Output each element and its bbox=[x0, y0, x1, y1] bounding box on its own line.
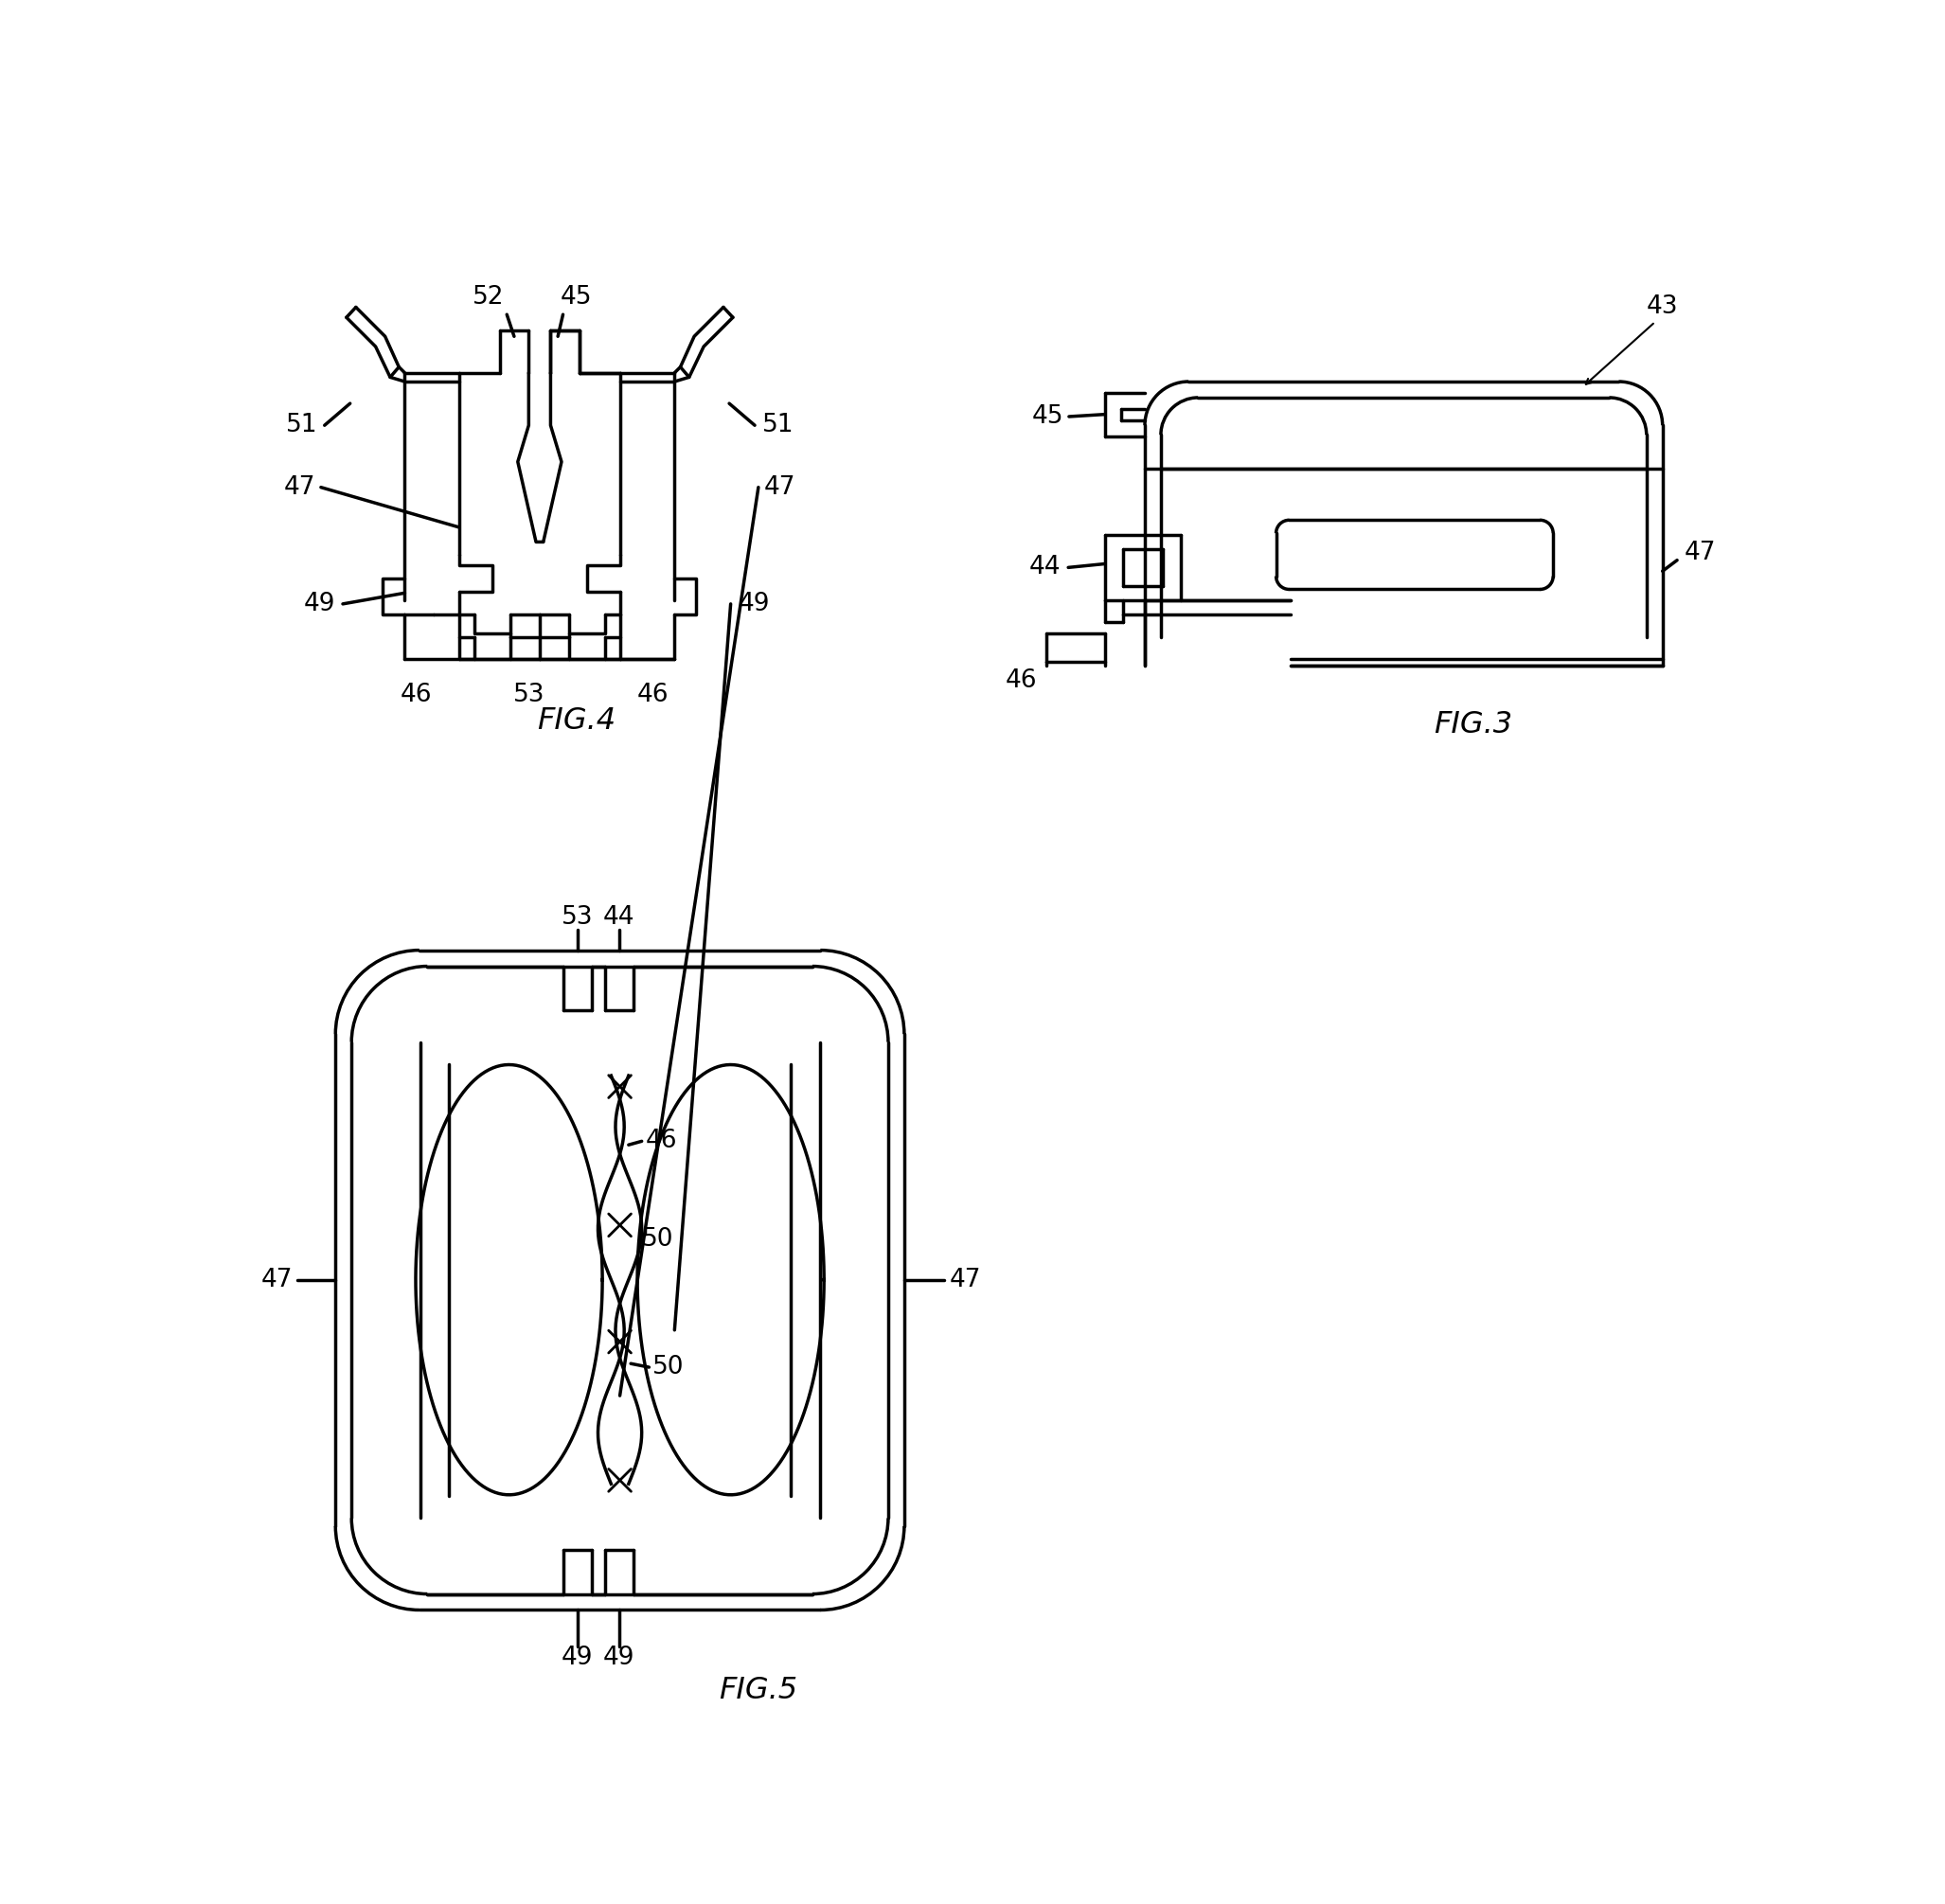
Text: 50: 50 bbox=[654, 1356, 685, 1380]
Text: 52: 52 bbox=[473, 286, 504, 310]
Text: 44: 44 bbox=[1029, 556, 1060, 581]
Text: 53: 53 bbox=[513, 684, 545, 708]
Text: FIG.3: FIG.3 bbox=[1433, 710, 1513, 739]
Text: 49: 49 bbox=[737, 592, 770, 617]
Text: 46: 46 bbox=[401, 684, 432, 708]
Text: 50: 50 bbox=[642, 1228, 673, 1253]
Text: 49: 49 bbox=[303, 592, 335, 617]
Text: 43: 43 bbox=[1647, 295, 1679, 320]
Text: 46: 46 bbox=[636, 684, 669, 708]
Text: 47: 47 bbox=[261, 1268, 294, 1293]
Text: FIG.5: FIG.5 bbox=[720, 1676, 797, 1704]
Text: 47: 47 bbox=[764, 474, 796, 499]
Text: FIG.4: FIG.4 bbox=[537, 706, 615, 735]
Text: 46: 46 bbox=[1006, 668, 1037, 693]
Text: 44: 44 bbox=[603, 904, 634, 929]
Text: 47: 47 bbox=[284, 474, 315, 499]
Text: 51: 51 bbox=[762, 413, 794, 438]
Text: 49: 49 bbox=[562, 1645, 593, 1670]
Text: 47: 47 bbox=[949, 1268, 980, 1293]
Text: 46: 46 bbox=[646, 1129, 677, 1154]
Text: 45: 45 bbox=[1031, 404, 1064, 428]
Text: 47: 47 bbox=[1684, 541, 1715, 565]
Text: 45: 45 bbox=[560, 286, 591, 310]
Text: 49: 49 bbox=[603, 1645, 634, 1670]
Text: 53: 53 bbox=[562, 904, 593, 929]
Text: 51: 51 bbox=[286, 413, 317, 438]
